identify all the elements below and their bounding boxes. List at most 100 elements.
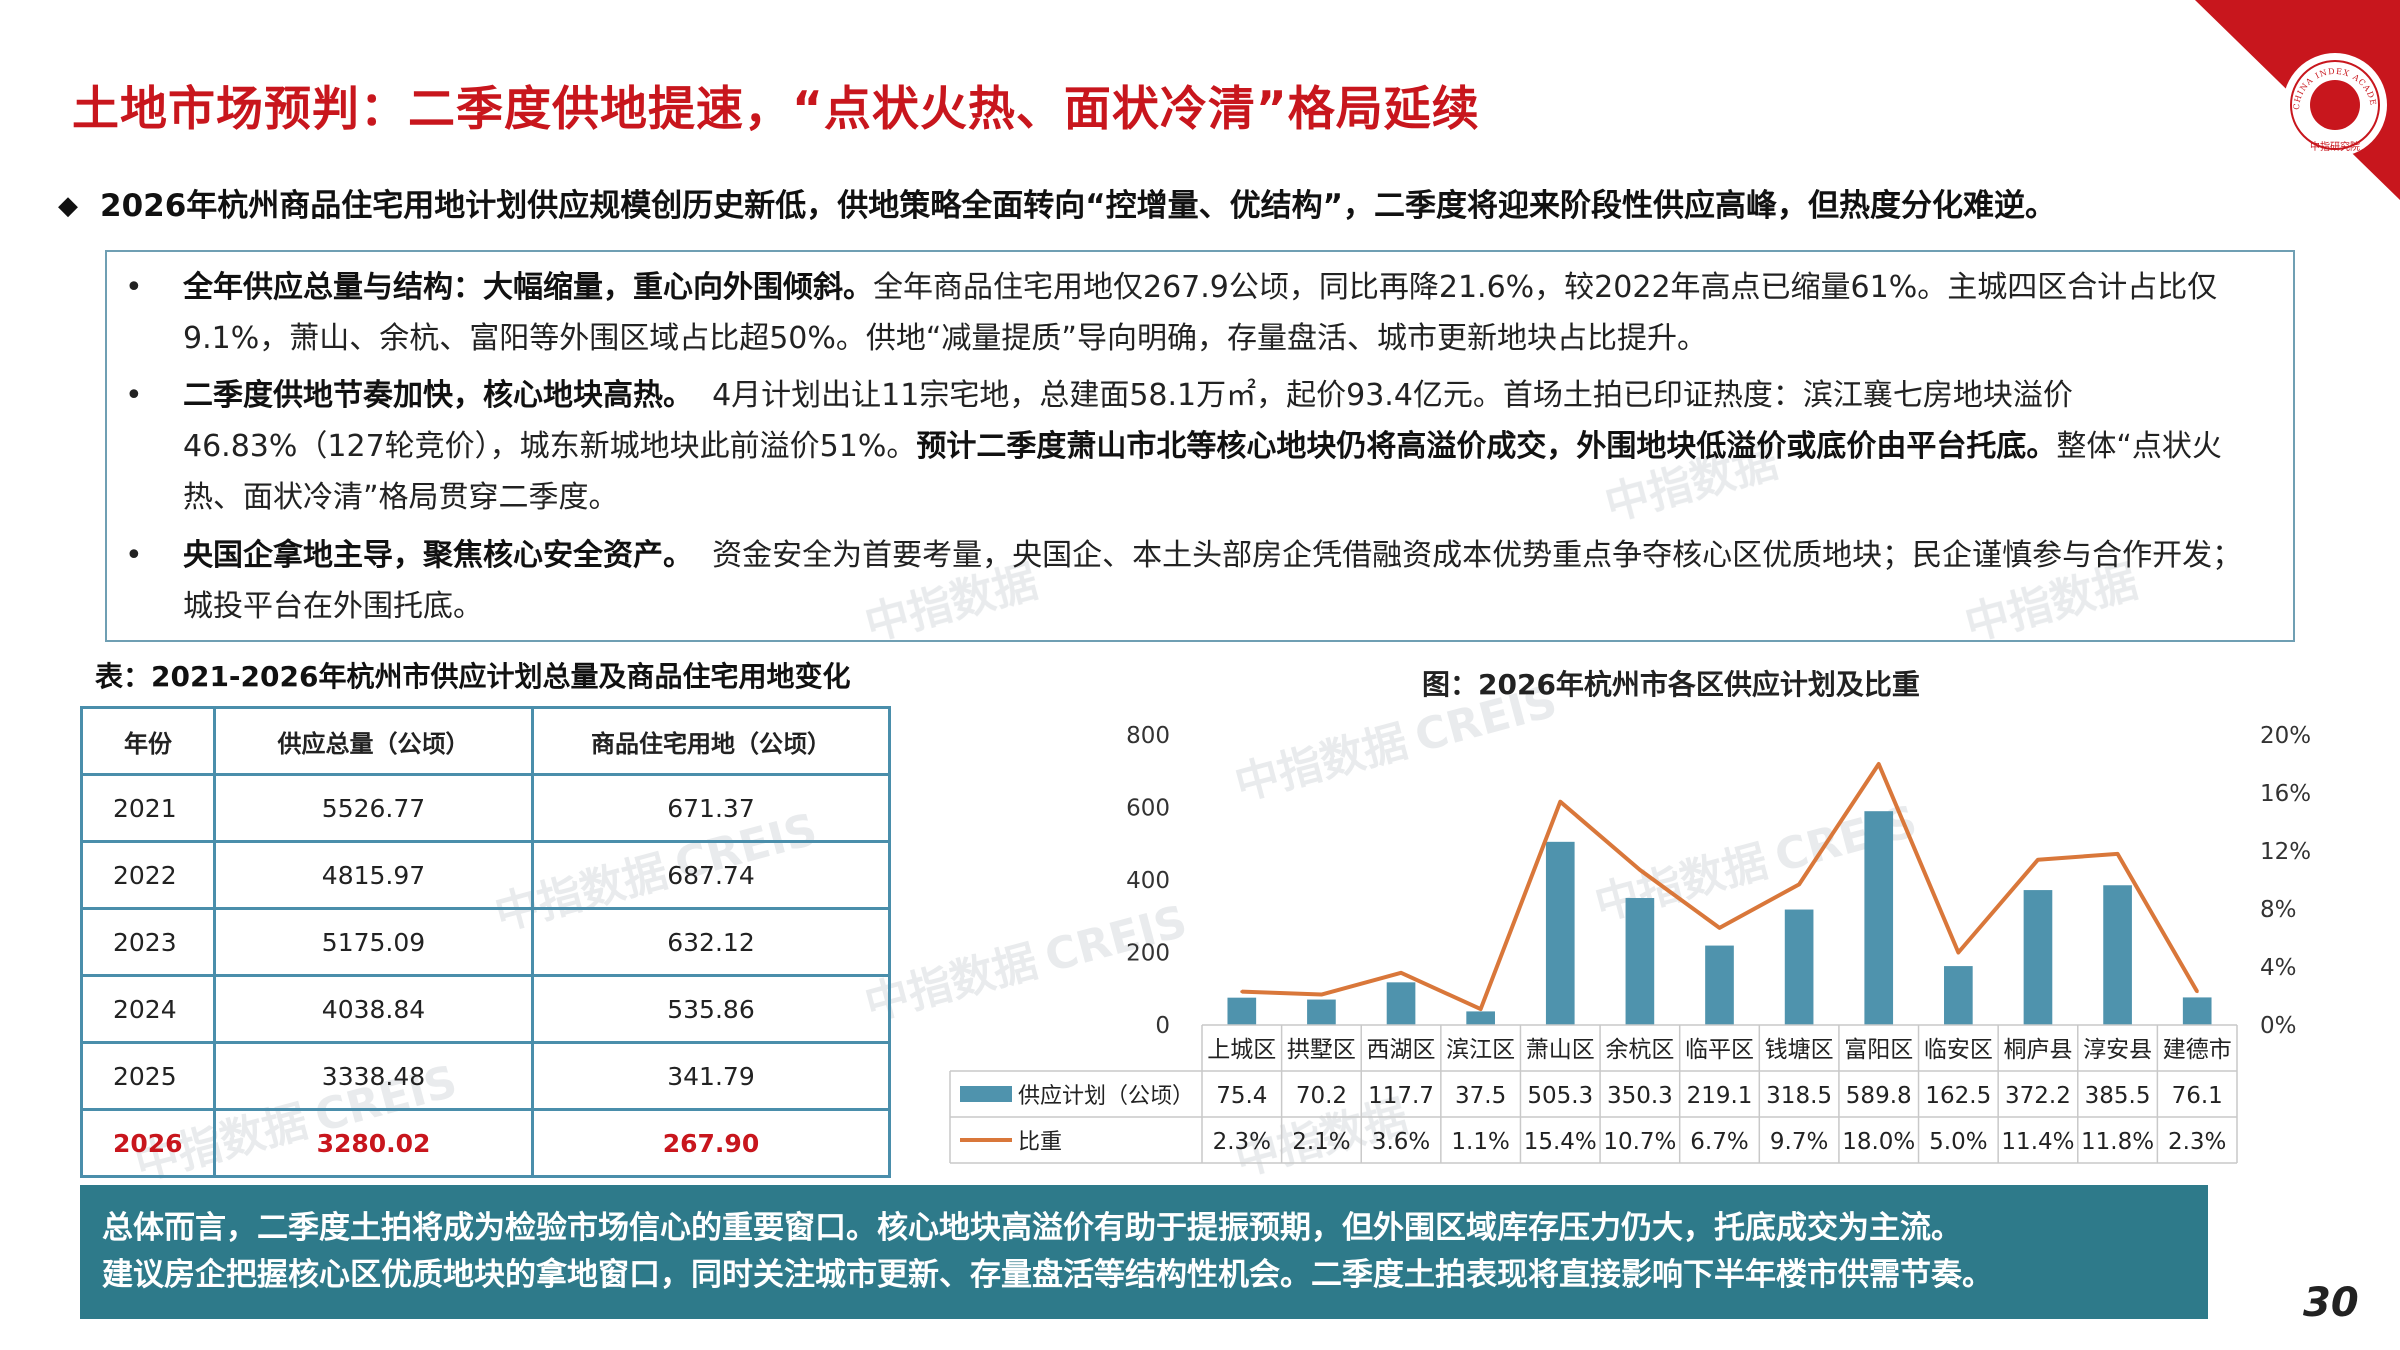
brand-corner: CHINA INDEX ACADEMY 中指研究院 bbox=[2195, 0, 2400, 200]
table-cell: 2023 bbox=[80, 907, 216, 977]
bullet-heading: 央国企拿地主导，聚焦核心安全资产。 bbox=[183, 538, 693, 573]
data-label: 9.7% bbox=[1770, 1129, 1828, 1155]
chart-bar bbox=[1625, 898, 1655, 1025]
data-label: 117.7 bbox=[1368, 1083, 1434, 1109]
x-axis-category-label: 富阳区 bbox=[1844, 1037, 1913, 1063]
data-label: 162.5 bbox=[1925, 1083, 1991, 1109]
key-points-box: • 全年供应总量与结构：大幅缩量，重心向外围倾斜。全年商品住宅用地仅267.9公… bbox=[105, 250, 2295, 642]
chart-line-point bbox=[1877, 762, 1881, 766]
y-axis-left-tick: 400 bbox=[1126, 868, 1170, 894]
data-label: 15.4% bbox=[1524, 1129, 1597, 1155]
conclusion-line: 建议房企把握核心区优质地块的拿地窗口，同时关注城市更新、存量盘活等结构性机会。二… bbox=[102, 1257, 1993, 1293]
data-label: 70.2 bbox=[1296, 1083, 1347, 1109]
bullet-dot-icon: • bbox=[125, 538, 143, 573]
table-cell: 2026 bbox=[80, 1108, 216, 1178]
table-cell: 2021 bbox=[80, 773, 216, 843]
table-header-cell: 年份 bbox=[80, 706, 216, 776]
summary-text: 2026年杭州商品住宅用地计划供应规模创历史新低，供地策略全面转向“控增量、优结… bbox=[100, 188, 2057, 224]
y-axis-left-tick: 200 bbox=[1126, 941, 1170, 967]
chart-line-point bbox=[1479, 1007, 1483, 1011]
bullet-body: 4月计划出让11宗宅地，总建面58.1万㎡，起价93.4亿元。首场土拍已印证热度… bbox=[183, 378, 2073, 464]
chart-line-point bbox=[1638, 868, 1642, 872]
data-label: 372.2 bbox=[2005, 1083, 2071, 1109]
data-label: 505.3 bbox=[1527, 1083, 1593, 1109]
chart-line-point bbox=[1240, 990, 1244, 994]
chart-line-point bbox=[1399, 971, 1403, 975]
bullet-item: • 全年供应总量与结构：大幅缩量，重心向外围倾斜。全年商品住宅用地仅267.9公… bbox=[125, 262, 2245, 364]
y-axis-left-tick: 800 bbox=[1126, 723, 1170, 749]
chart-bar bbox=[1705, 945, 1734, 1025]
table-cell: 687.74 bbox=[531, 840, 891, 910]
data-label: 6.7% bbox=[1690, 1129, 1748, 1155]
table-cell: 535.86 bbox=[531, 974, 891, 1044]
summary-line: ◆ 2026年杭州商品住宅用地计划供应规模创历史新低，供地策略全面转向“控增量、优… bbox=[58, 180, 2056, 225]
chart-bar bbox=[1307, 999, 1336, 1025]
bullet-heading: 全年供应总量与结构：大幅缩量，重心向外围倾斜。 bbox=[183, 270, 873, 305]
chart-line-point bbox=[1718, 926, 1721, 930]
table-cell: 3280.02 bbox=[213, 1108, 534, 1178]
table-cell: 671.37 bbox=[531, 773, 891, 843]
chart-line-point bbox=[2195, 990, 2199, 994]
chart-line-point bbox=[2036, 858, 2040, 862]
table-header-cell: 供应总量（公顷） bbox=[213, 706, 534, 776]
district-supply-chart: 800 600 400 200 0 20% 16% 12% 8% 4% 0% 上城区 拱墅区 西湖区 滨江区… bbox=[949, 723, 2311, 1164]
bullet-dot-icon: • bbox=[125, 270, 143, 305]
bullet-item: • 央国企拿地主导，聚焦核心安全资产。 资金安全为首要考量，央国企、本土头部房企… bbox=[125, 530, 2245, 632]
data-label: 589.8 bbox=[1846, 1083, 1912, 1109]
chart-bar bbox=[1944, 966, 1973, 1025]
y-axis-right-tick: 8% bbox=[2260, 897, 2297, 923]
table-header-cell: 商品住宅用地（公顷） bbox=[531, 706, 891, 776]
data-label: 2.1% bbox=[1292, 1129, 1350, 1155]
table-cell: 2022 bbox=[80, 840, 216, 910]
page-number: 30 bbox=[2303, 1280, 2359, 1326]
diamond-bullet-icon: ◆ bbox=[58, 191, 78, 221]
chart-line-point bbox=[1319, 993, 1323, 997]
chart-bar bbox=[1466, 1011, 1495, 1025]
data-label: 385.5 bbox=[2085, 1083, 2151, 1109]
x-axis-category-label: 拱墅区 bbox=[1287, 1037, 1356, 1063]
bullet-body: 资金安全为首要考量，央国企、本土头部房企凭借融资成本优势重点争夺核心区优质地块；… bbox=[183, 538, 2243, 624]
chart-bar bbox=[1386, 982, 1416, 1025]
table-cell: 4038.84 bbox=[213, 974, 534, 1044]
table-cell: 341.79 bbox=[531, 1041, 891, 1111]
x-axis-category-label: 上城区 bbox=[1207, 1037, 1276, 1063]
conclusion-box: 总体而言，二季度土拍将成为检验市场信心的重要窗口。核心地块高溢价有助于提振预期，… bbox=[80, 1185, 2208, 1319]
data-label: 318.5 bbox=[1766, 1083, 1832, 1109]
y-axis-right-tick: 12% bbox=[2260, 839, 2311, 865]
chart-bar bbox=[1864, 811, 1894, 1025]
x-axis-category-label: 建德市 bbox=[2163, 1037, 2232, 1063]
y-axis-right-tick: 0% bbox=[2260, 1013, 2297, 1039]
chart-bar bbox=[1227, 997, 1257, 1025]
bullet-tail: 整体“点状火热、面状冷清”格局贯穿二季度。 bbox=[183, 429, 2222, 515]
supply-table: 年份 供应总量（公顷） 商品住宅用地（公顷） 2021 5526.77 671.… bbox=[80, 706, 891, 1178]
page-title: 土地市场预判：二季度供地提速，“点状火热、面状冷清”格局延续 bbox=[72, 82, 1480, 137]
x-axis-category-label: 滨江区 bbox=[1446, 1037, 1515, 1063]
conclusion-line: 总体而言，二季度土拍将成为检验市场信心的重要窗口。核心地块高溢价有助于提振预期，… bbox=[102, 1210, 1962, 1246]
data-label: 2.3% bbox=[2168, 1129, 2226, 1155]
data-label: 3.6% bbox=[1372, 1129, 1430, 1155]
x-axis-category-label: 桐庐县 bbox=[2003, 1037, 2072, 1063]
data-label: 5.0% bbox=[1929, 1129, 1987, 1155]
table-row: 2025 3338.48 341.79 bbox=[80, 1041, 891, 1111]
table-row: 2024 4038.84 535.86 bbox=[80, 974, 891, 1044]
y-axis-left-tick: 600 bbox=[1126, 796, 1170, 822]
legend-key-bar bbox=[960, 1086, 1012, 1102]
data-label: 37.5 bbox=[1455, 1083, 1506, 1109]
chart-line-point bbox=[2116, 852, 2120, 856]
table-cell: 5175.09 bbox=[213, 907, 534, 977]
x-axis-category-label: 萧山区 bbox=[1526, 1037, 1595, 1063]
table-row: 2023 5175.09 632.12 bbox=[80, 907, 891, 977]
data-label: 11.8% bbox=[2081, 1129, 2154, 1155]
x-axis-category-label: 余杭区 bbox=[1605, 1037, 1674, 1063]
bullet-item: • 二季度供地节奏加快，核心地块高热。 4月计划出让11宗宅地，总建面58.1万… bbox=[125, 370, 2245, 523]
data-label: 2.3% bbox=[1213, 1129, 1271, 1155]
chart-bar bbox=[2023, 890, 2053, 1025]
bullet-heading: 二季度供地节奏加快，核心地块高热。 bbox=[183, 378, 693, 413]
logo-text: 中指研究院 bbox=[2310, 140, 2360, 153]
x-axis-category-label: 临安区 bbox=[1924, 1037, 1993, 1063]
table-title: 表：2021-2026年杭州市供应计划总量及商品住宅用地变化 bbox=[95, 660, 851, 693]
chart-bar bbox=[1784, 909, 1814, 1025]
y-axis-right-tick: 16% bbox=[2260, 781, 2311, 807]
chart-bar bbox=[1545, 841, 1575, 1025]
chart-bar bbox=[2182, 997, 2212, 1025]
